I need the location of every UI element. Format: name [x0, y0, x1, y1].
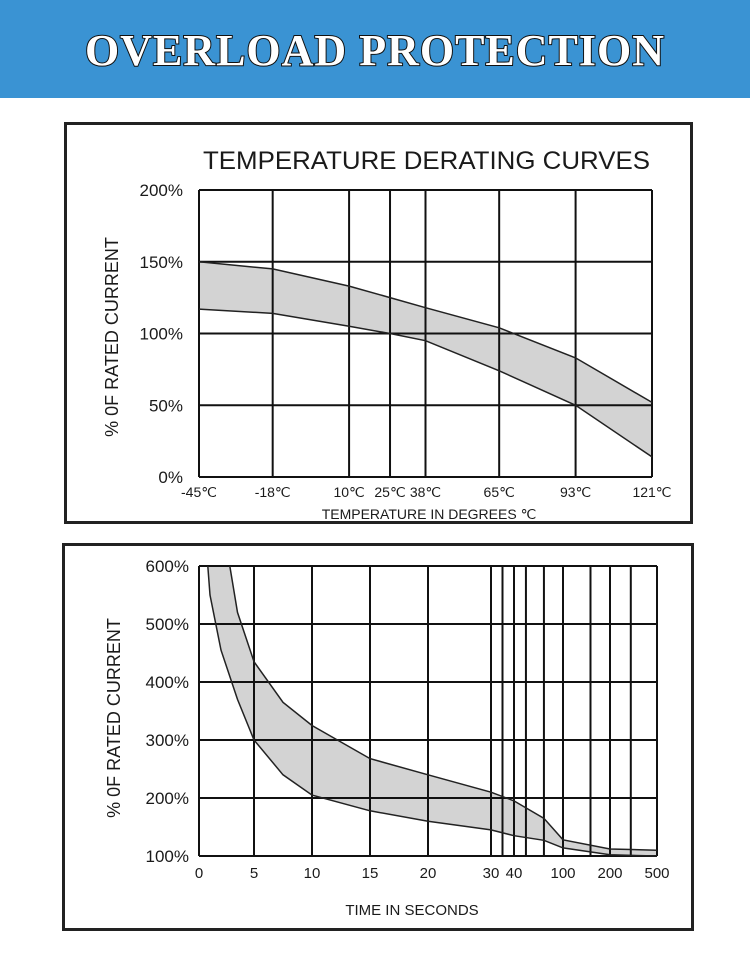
derating-curve-lower — [198, 308, 653, 458]
temperature-derating-chart: TEMPERATURE DERATING CURVES -45℃ -18℃ 10℃ 25… — [64, 122, 693, 524]
overload-curve-lower — [207, 565, 658, 857]
x-tick-label: 65℃ — [484, 484, 515, 500]
overload-time-chart: 0 5 10 15 20 30 40 100 200 500 100% 200% 300% 400% 500… — [62, 543, 694, 931]
overload-band — [207, 566, 658, 856]
x-tick-label: 0 — [195, 865, 203, 882]
overload-curve-upper — [229, 565, 658, 851]
x-tick-label: 15 — [362, 865, 379, 882]
time-chart-svg: 0 5 10 15 20 30 40 100 200 500 100% 200% 300% 400% 500… — [104, 557, 670, 919]
y-tick-label: 500% — [146, 615, 189, 634]
y-tick-label: 200% — [140, 181, 183, 200]
x-tick-label: 100 — [550, 865, 575, 882]
y-tick-label: 100% — [146, 847, 189, 866]
chart-title: TEMPERATURE DERATING CURVES — [203, 147, 650, 175]
x-tick-label: 500 — [644, 865, 669, 882]
x-tick-label: 25℃ — [374, 484, 405, 500]
derating-band — [199, 261, 652, 457]
x-axis-label: TIME IN SECONDS — [345, 902, 478, 919]
x-tick-label: 20 — [420, 865, 437, 882]
y-tick-label: 400% — [146, 673, 189, 692]
temperature-chart-svg: TEMPERATURE DERATING CURVES -45℃ -18℃ 10℃ 25… — [102, 147, 672, 522]
y-tick-label: 150% — [140, 253, 183, 272]
derating-curve-upper — [198, 261, 653, 404]
y-tick-label: 200% — [146, 789, 189, 808]
x-tick-label: -45℃ — [181, 484, 217, 500]
x-tick-label: 121℃ — [632, 484, 671, 500]
y-tick-label: 50% — [149, 396, 183, 415]
page-title: OVERLOAD PROTECTION — [84, 25, 666, 76]
y-tick-label: 600% — [146, 557, 189, 576]
x-tick-label: -18℃ — [255, 484, 291, 500]
x-tick-label: 40 — [506, 865, 523, 882]
x-tick-label: 38℃ — [410, 484, 441, 500]
x-axis-label: TEMPERATURE IN DEGREES ℃ — [322, 506, 537, 522]
y-axis-label: % 0F RATED CURRENT — [104, 618, 124, 818]
y-axis-label: % 0F RATED CURRENT — [102, 237, 122, 437]
y-tick-label: 100% — [140, 325, 183, 344]
x-tick-label: 30 — [483, 865, 500, 882]
x-tick-label: 10℃ — [333, 484, 364, 500]
x-tick-label: 5 — [250, 865, 258, 882]
header-banner: OVERLOAD PROTECTION — [0, 0, 750, 98]
y-tick-label: 300% — [146, 731, 189, 750]
x-tick-label: 200 — [597, 865, 622, 882]
x-tick-label: 93℃ — [560, 484, 591, 500]
x-tick-label: 10 — [304, 865, 321, 882]
y-tick-label: 0% — [158, 468, 183, 487]
